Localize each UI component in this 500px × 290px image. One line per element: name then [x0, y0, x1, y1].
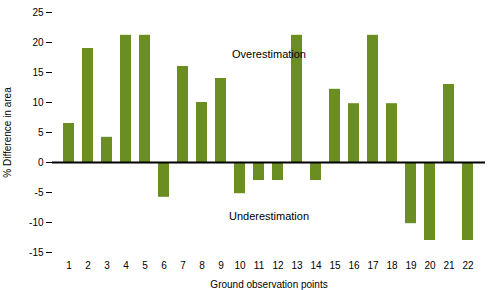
svg-text:10: 10	[32, 97, 44, 108]
svg-text:-10: -10	[29, 217, 44, 228]
svg-text:9: 9	[218, 260, 224, 271]
svg-text:16: 16	[348, 260, 360, 271]
svg-text:5: 5	[142, 260, 148, 271]
svg-text:21: 21	[443, 260, 455, 271]
svg-text:6: 6	[161, 260, 167, 271]
svg-text:8: 8	[199, 260, 205, 271]
svg-text:11: 11	[254, 260, 265, 271]
svg-text:18: 18	[386, 260, 398, 271]
svg-text:17: 17	[367, 260, 379, 271]
svg-text:1: 1	[66, 260, 72, 271]
svg-text:10: 10	[234, 260, 246, 271]
svg-text:Overestimation: Overestimation	[232, 48, 306, 60]
svg-text:3: 3	[104, 260, 110, 271]
svg-text:20: 20	[32, 37, 44, 48]
svg-text:22: 22	[462, 260, 474, 271]
svg-text:20: 20	[424, 260, 436, 271]
svg-text:Underestimation: Underestimation	[229, 210, 309, 222]
svg-text:Ground observation points: Ground observation points	[210, 279, 327, 290]
svg-text:12: 12	[272, 260, 284, 271]
svg-text:15: 15	[329, 260, 341, 271]
svg-text:-5: -5	[35, 187, 44, 198]
svg-text:14: 14	[310, 260, 322, 271]
svg-text:7: 7	[180, 260, 186, 271]
svg-text:% Difference in area: % Difference in area	[2, 87, 13, 178]
svg-text:19: 19	[405, 260, 417, 271]
svg-text:13: 13	[291, 260, 303, 271]
svg-text:-15: -15	[29, 247, 44, 258]
svg-text:2: 2	[85, 260, 91, 271]
svg-text:25: 25	[32, 7, 44, 18]
svg-text:15: 15	[32, 67, 44, 78]
svg-text:4: 4	[123, 260, 129, 271]
svg-text:0: 0	[38, 157, 44, 168]
svg-text:5: 5	[38, 127, 44, 138]
